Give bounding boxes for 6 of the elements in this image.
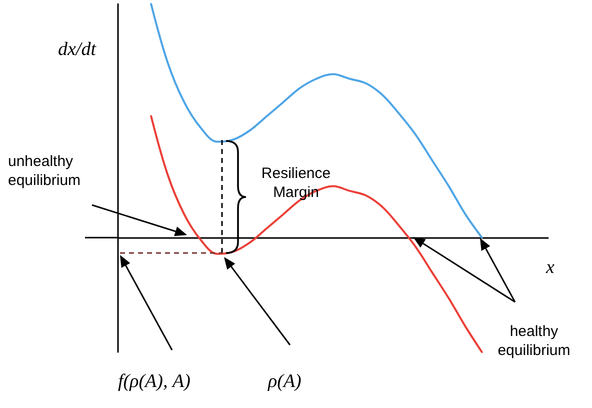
- text: unhealthy equilibrium: [8, 152, 82, 190]
- x-axis-title: x: [546, 257, 554, 278]
- text: f(ρ(A), A): [118, 371, 192, 392]
- text: ρ(A): [268, 371, 302, 392]
- annotation: healthy equilibrium: [496, 322, 572, 360]
- y-axis-title: dx/dt: [58, 39, 96, 60]
